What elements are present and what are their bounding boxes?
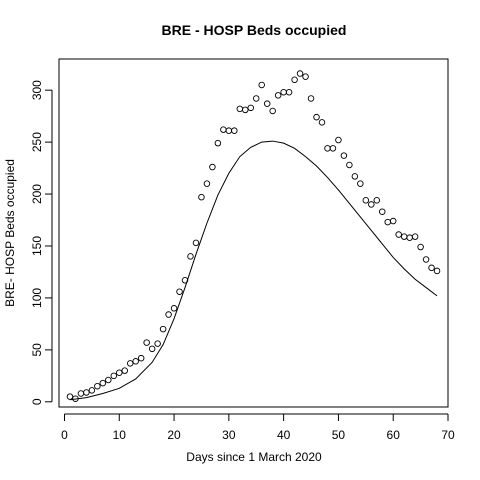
data-point	[170, 305, 178, 312]
data-point	[258, 81, 265, 89]
x-tick-label: 30	[222, 428, 236, 442]
data-point	[99, 379, 107, 387]
x-tick-label: 10	[113, 428, 127, 442]
data-point	[406, 234, 413, 241]
data-point	[335, 136, 342, 144]
data-point	[302, 73, 309, 80]
data-point	[187, 253, 194, 260]
data-point	[165, 311, 172, 318]
data-point	[209, 163, 216, 171]
model-curve-layer	[69, 140, 438, 401]
data-point	[83, 389, 90, 396]
data-point	[274, 92, 282, 99]
data-point	[411, 233, 419, 240]
data-point	[307, 95, 315, 102]
x-tick-label: 0	[61, 428, 68, 442]
x-axis: 0 10 20 30 40 50 60 70	[61, 413, 455, 442]
data-point	[159, 325, 167, 333]
data-point	[351, 173, 359, 180]
data-point	[192, 239, 200, 247]
data-point	[373, 197, 381, 204]
data-point	[280, 88, 287, 96]
data-point	[236, 105, 244, 113]
y-tick-label: 100	[30, 288, 44, 308]
data-point	[225, 127, 233, 134]
data-point	[132, 358, 139, 365]
data-point	[291, 76, 298, 84]
data-point	[389, 217, 397, 225]
data-point	[428, 264, 435, 272]
data-point	[368, 201, 375, 208]
data-point	[231, 127, 238, 134]
data-point	[417, 243, 424, 251]
x-tick-label: 70	[441, 428, 455, 442]
y-tick-label: 300	[30, 80, 44, 100]
data-point	[357, 180, 364, 187]
data-point	[329, 145, 337, 152]
data-point	[422, 256, 430, 263]
x-axis-label: Days since 1 March 2020	[186, 450, 322, 464]
observed-points-layer	[66, 70, 441, 402]
data-point	[296, 70, 304, 77]
data-point	[384, 218, 391, 226]
data-point	[154, 340, 161, 347]
data-point	[318, 119, 326, 126]
plot-frame	[58, 58, 449, 408]
y-tick-label: 200	[30, 184, 44, 204]
model-curve	[69, 140, 438, 401]
data-point	[143, 339, 150, 346]
data-point	[313, 113, 320, 121]
data-point	[121, 367, 128, 374]
data-point	[110, 372, 118, 380]
data-point	[263, 100, 271, 107]
data-point	[285, 88, 293, 96]
y-axis-label: BRE- HOSP Beds occupied	[3, 159, 17, 307]
data-point	[105, 376, 112, 384]
data-point	[247, 104, 255, 112]
data-point	[269, 107, 276, 115]
data-point	[252, 95, 260, 102]
data-point	[94, 382, 101, 390]
data-point	[88, 387, 96, 394]
chart-title: BRE - HOSP Beds occupied	[162, 22, 347, 38]
data-point	[77, 390, 85, 397]
data-point	[66, 393, 74, 400]
x-tick-label: 40	[277, 428, 291, 442]
data-point	[379, 208, 386, 215]
y-tick-label: 0	[30, 398, 44, 405]
y-tick-label: 50	[30, 343, 44, 357]
y-tick-label: 150	[30, 236, 44, 256]
data-point	[203, 180, 211, 187]
data-point	[181, 277, 189, 284]
data-point	[346, 161, 353, 169]
data-point	[126, 360, 134, 367]
data-point	[400, 233, 408, 240]
data-point	[324, 145, 331, 152]
data-point	[340, 152, 348, 159]
data-point	[362, 197, 370, 204]
y-axis: 0 50 100 150 200 250 300	[30, 80, 53, 405]
data-point	[220, 126, 227, 133]
data-point	[198, 193, 205, 201]
data-point	[242, 106, 249, 114]
y-tick-label: 250	[30, 132, 44, 152]
data-point	[137, 354, 145, 362]
x-tick-label: 60	[387, 428, 401, 442]
data-point	[116, 369, 123, 376]
data-point	[176, 288, 183, 295]
x-tick-label: 20	[167, 428, 181, 442]
data-point	[148, 345, 156, 353]
x-tick-label: 50	[332, 428, 346, 442]
data-point	[214, 139, 222, 147]
data-point	[72, 395, 79, 402]
data-point	[395, 231, 402, 238]
data-point	[433, 267, 441, 275]
